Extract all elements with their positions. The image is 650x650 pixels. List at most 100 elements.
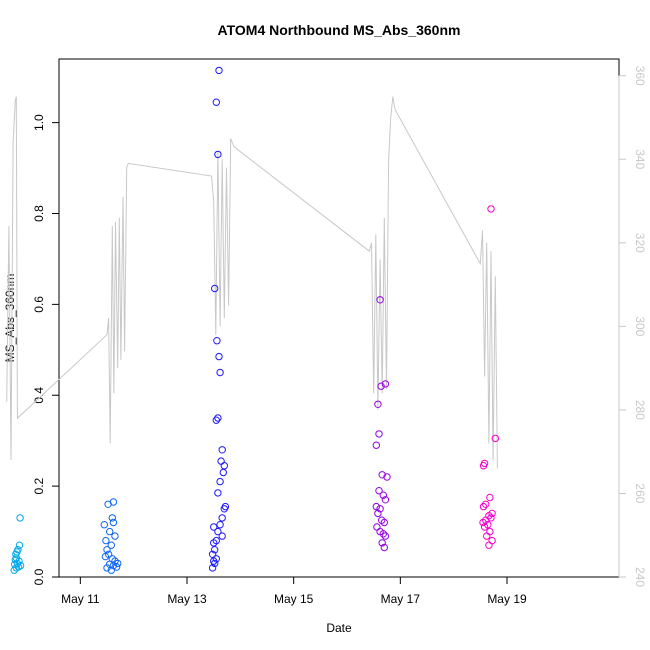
- data-point: [219, 468, 228, 477]
- chart-title: ATOM4 Northbound MS_Abs_360nm: [218, 22, 461, 38]
- data-point: [211, 546, 219, 554]
- data-point: [482, 500, 490, 508]
- y-tick-label: 0.6: [32, 296, 46, 313]
- data-point: [383, 473, 391, 481]
- data-point: [101, 552, 110, 561]
- data-point: [211, 284, 219, 293]
- data-point: [208, 550, 217, 558]
- data-point: [11, 556, 20, 564]
- x-tick-label: May 13: [167, 592, 207, 606]
- data-point: [108, 514, 117, 522]
- data-point: [486, 527, 494, 536]
- data-point: [217, 457, 225, 465]
- y-tick-label: 1.0: [32, 114, 46, 131]
- data-point: [213, 337, 221, 345]
- data-point: [210, 539, 218, 547]
- data-point: [216, 477, 224, 486]
- data-point: [12, 550, 20, 558]
- data-point: [114, 559, 122, 568]
- y-tick-label: 0.2: [32, 477, 46, 494]
- data-point: [214, 489, 222, 497]
- data-point: [381, 532, 390, 540]
- plot-frame: [58, 58, 620, 578]
- data-point: [487, 205, 495, 213]
- data-point: [486, 493, 494, 502]
- y2-tick-label: 340: [633, 149, 647, 169]
- data-point: [378, 539, 386, 547]
- y2-tick-label: 280: [633, 400, 647, 420]
- data-point: [378, 471, 386, 479]
- data-point: [378, 516, 386, 524]
- points-layer: [10, 66, 499, 574]
- data-point: [485, 541, 493, 549]
- data-point: [218, 532, 226, 540]
- data-point: [479, 502, 488, 511]
- data-point: [479, 462, 488, 470]
- data-point: [107, 541, 116, 549]
- data-point: [10, 566, 18, 574]
- data-point: [375, 487, 383, 495]
- data-point: [106, 527, 114, 536]
- y2-tick-label: 240: [633, 567, 647, 587]
- data-point: [111, 532, 119, 540]
- data-point: [491, 434, 499, 443]
- data-point: [212, 416, 221, 424]
- data-point: [479, 518, 487, 527]
- data-point: [214, 150, 222, 159]
- data-point: [381, 380, 390, 388]
- y-tick-label: 0.8: [32, 205, 46, 222]
- y2-tick-label: 320: [633, 233, 647, 253]
- data-point: [214, 414, 222, 422]
- data-point: [16, 561, 25, 570]
- x-tick-label: May 19: [487, 592, 527, 606]
- data-point: [212, 536, 221, 545]
- data-point: [480, 523, 489, 531]
- data-point: [215, 66, 223, 75]
- secondary-y-axis: 240 260 280 300 320 340 360: [618, 66, 647, 587]
- data-point: [376, 505, 384, 513]
- x-axis-label: Date: [326, 621, 352, 635]
- y2-tick-label: 360: [633, 66, 647, 86]
- x-tick-label: May 11: [61, 592, 100, 606]
- secondary-line-layer: [6, 96, 498, 469]
- data-point: [15, 541, 24, 549]
- data-point: [107, 566, 116, 574]
- data-point: [380, 543, 388, 552]
- data-point: [210, 523, 218, 531]
- data-point: [374, 509, 382, 518]
- data-point: [12, 564, 20, 572]
- data-point: [380, 518, 388, 527]
- data-point: [483, 532, 491, 540]
- data-point: [103, 564, 111, 572]
- data-point: [102, 536, 110, 545]
- data-point: [376, 296, 384, 304]
- data-point: [16, 514, 24, 522]
- data-point: [373, 523, 381, 531]
- secondary-line-series: [6, 96, 498, 469]
- data-point: [104, 500, 112, 508]
- data-point: [381, 496, 390, 504]
- data-point: [112, 563, 121, 571]
- data-point: [100, 521, 109, 529]
- data-point: [109, 518, 118, 527]
- x-tick-label: May 15: [274, 592, 314, 606]
- data-point: [220, 505, 229, 513]
- data-point: [379, 530, 387, 538]
- data-point: [215, 352, 223, 361]
- data-point: [216, 521, 224, 529]
- data-point: [211, 559, 219, 568]
- data-point: [375, 430, 383, 438]
- data-point: [372, 441, 380, 449]
- data-point: [214, 527, 222, 536]
- y-axis: 0.0 0.2 0.4 0.6 0.8 1.0: [32, 114, 60, 585]
- data-point: [208, 564, 217, 572]
- x-tick-label: May 17: [381, 592, 421, 606]
- data-point: [372, 502, 380, 511]
- data-point: [218, 514, 226, 522]
- y2-tick-label: 260: [633, 483, 647, 503]
- data-point: [216, 368, 224, 377]
- x-axis: May 11 May 13 May 15 May 17 May 19: [61, 576, 527, 606]
- data-point: [379, 491, 387, 499]
- y-tick-label: 0.0: [32, 568, 46, 585]
